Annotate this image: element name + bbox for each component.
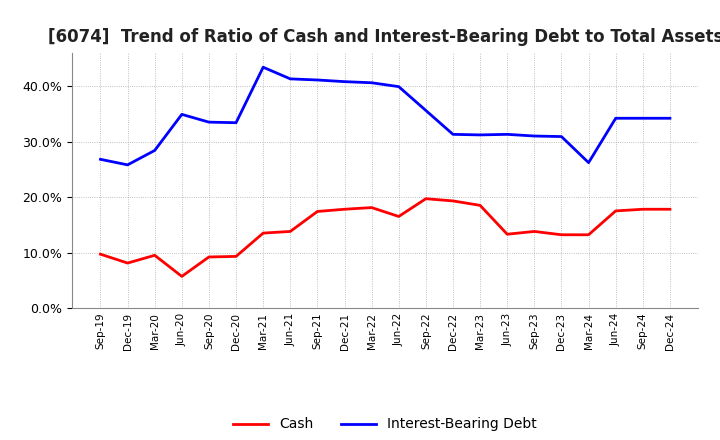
Cash <box>178 274 186 279</box>
Line: Interest-Bearing Debt: Interest-Bearing Debt <box>101 67 670 165</box>
Title: [6074]  Trend of Ratio of Cash and Interest-Bearing Debt to Total Assets: [6074] Trend of Ratio of Cash and Intere… <box>48 28 720 46</box>
Cash <box>421 196 430 202</box>
Interest-Bearing Debt <box>584 160 593 165</box>
Interest-Bearing Debt <box>530 133 539 139</box>
Cash <box>611 208 620 213</box>
Cash <box>557 232 566 238</box>
Cash <box>395 214 403 219</box>
Interest-Bearing Debt <box>259 65 268 70</box>
Cash <box>639 207 647 212</box>
Interest-Bearing Debt <box>123 162 132 168</box>
Interest-Bearing Debt <box>449 132 457 137</box>
Interest-Bearing Debt <box>611 116 620 121</box>
Interest-Bearing Debt <box>150 148 159 153</box>
Cash <box>530 229 539 234</box>
Interest-Bearing Debt <box>665 116 674 121</box>
Cash <box>665 207 674 212</box>
Cash <box>123 260 132 266</box>
Cash <box>286 229 294 234</box>
Cash <box>204 254 213 260</box>
Cash <box>232 254 240 259</box>
Cash <box>341 207 349 212</box>
Interest-Bearing Debt <box>178 112 186 117</box>
Interest-Bearing Debt <box>367 80 376 85</box>
Interest-Bearing Debt <box>557 134 566 139</box>
Cash <box>96 252 105 257</box>
Cash <box>313 209 322 214</box>
Cash <box>150 253 159 258</box>
Interest-Bearing Debt <box>395 84 403 89</box>
Cash <box>503 231 511 237</box>
Interest-Bearing Debt <box>232 120 240 125</box>
Interest-Bearing Debt <box>503 132 511 137</box>
Legend: Cash, Interest-Bearing Debt: Cash, Interest-Bearing Debt <box>228 412 542 437</box>
Cash <box>476 203 485 208</box>
Cash <box>259 231 268 236</box>
Line: Cash: Cash <box>101 199 670 276</box>
Cash <box>584 232 593 238</box>
Interest-Bearing Debt <box>204 120 213 125</box>
Interest-Bearing Debt <box>341 79 349 84</box>
Interest-Bearing Debt <box>421 108 430 113</box>
Interest-Bearing Debt <box>286 76 294 81</box>
Interest-Bearing Debt <box>476 132 485 138</box>
Interest-Bearing Debt <box>96 157 105 162</box>
Interest-Bearing Debt <box>313 77 322 83</box>
Cash <box>449 198 457 204</box>
Interest-Bearing Debt <box>639 116 647 121</box>
Cash <box>367 205 376 210</box>
